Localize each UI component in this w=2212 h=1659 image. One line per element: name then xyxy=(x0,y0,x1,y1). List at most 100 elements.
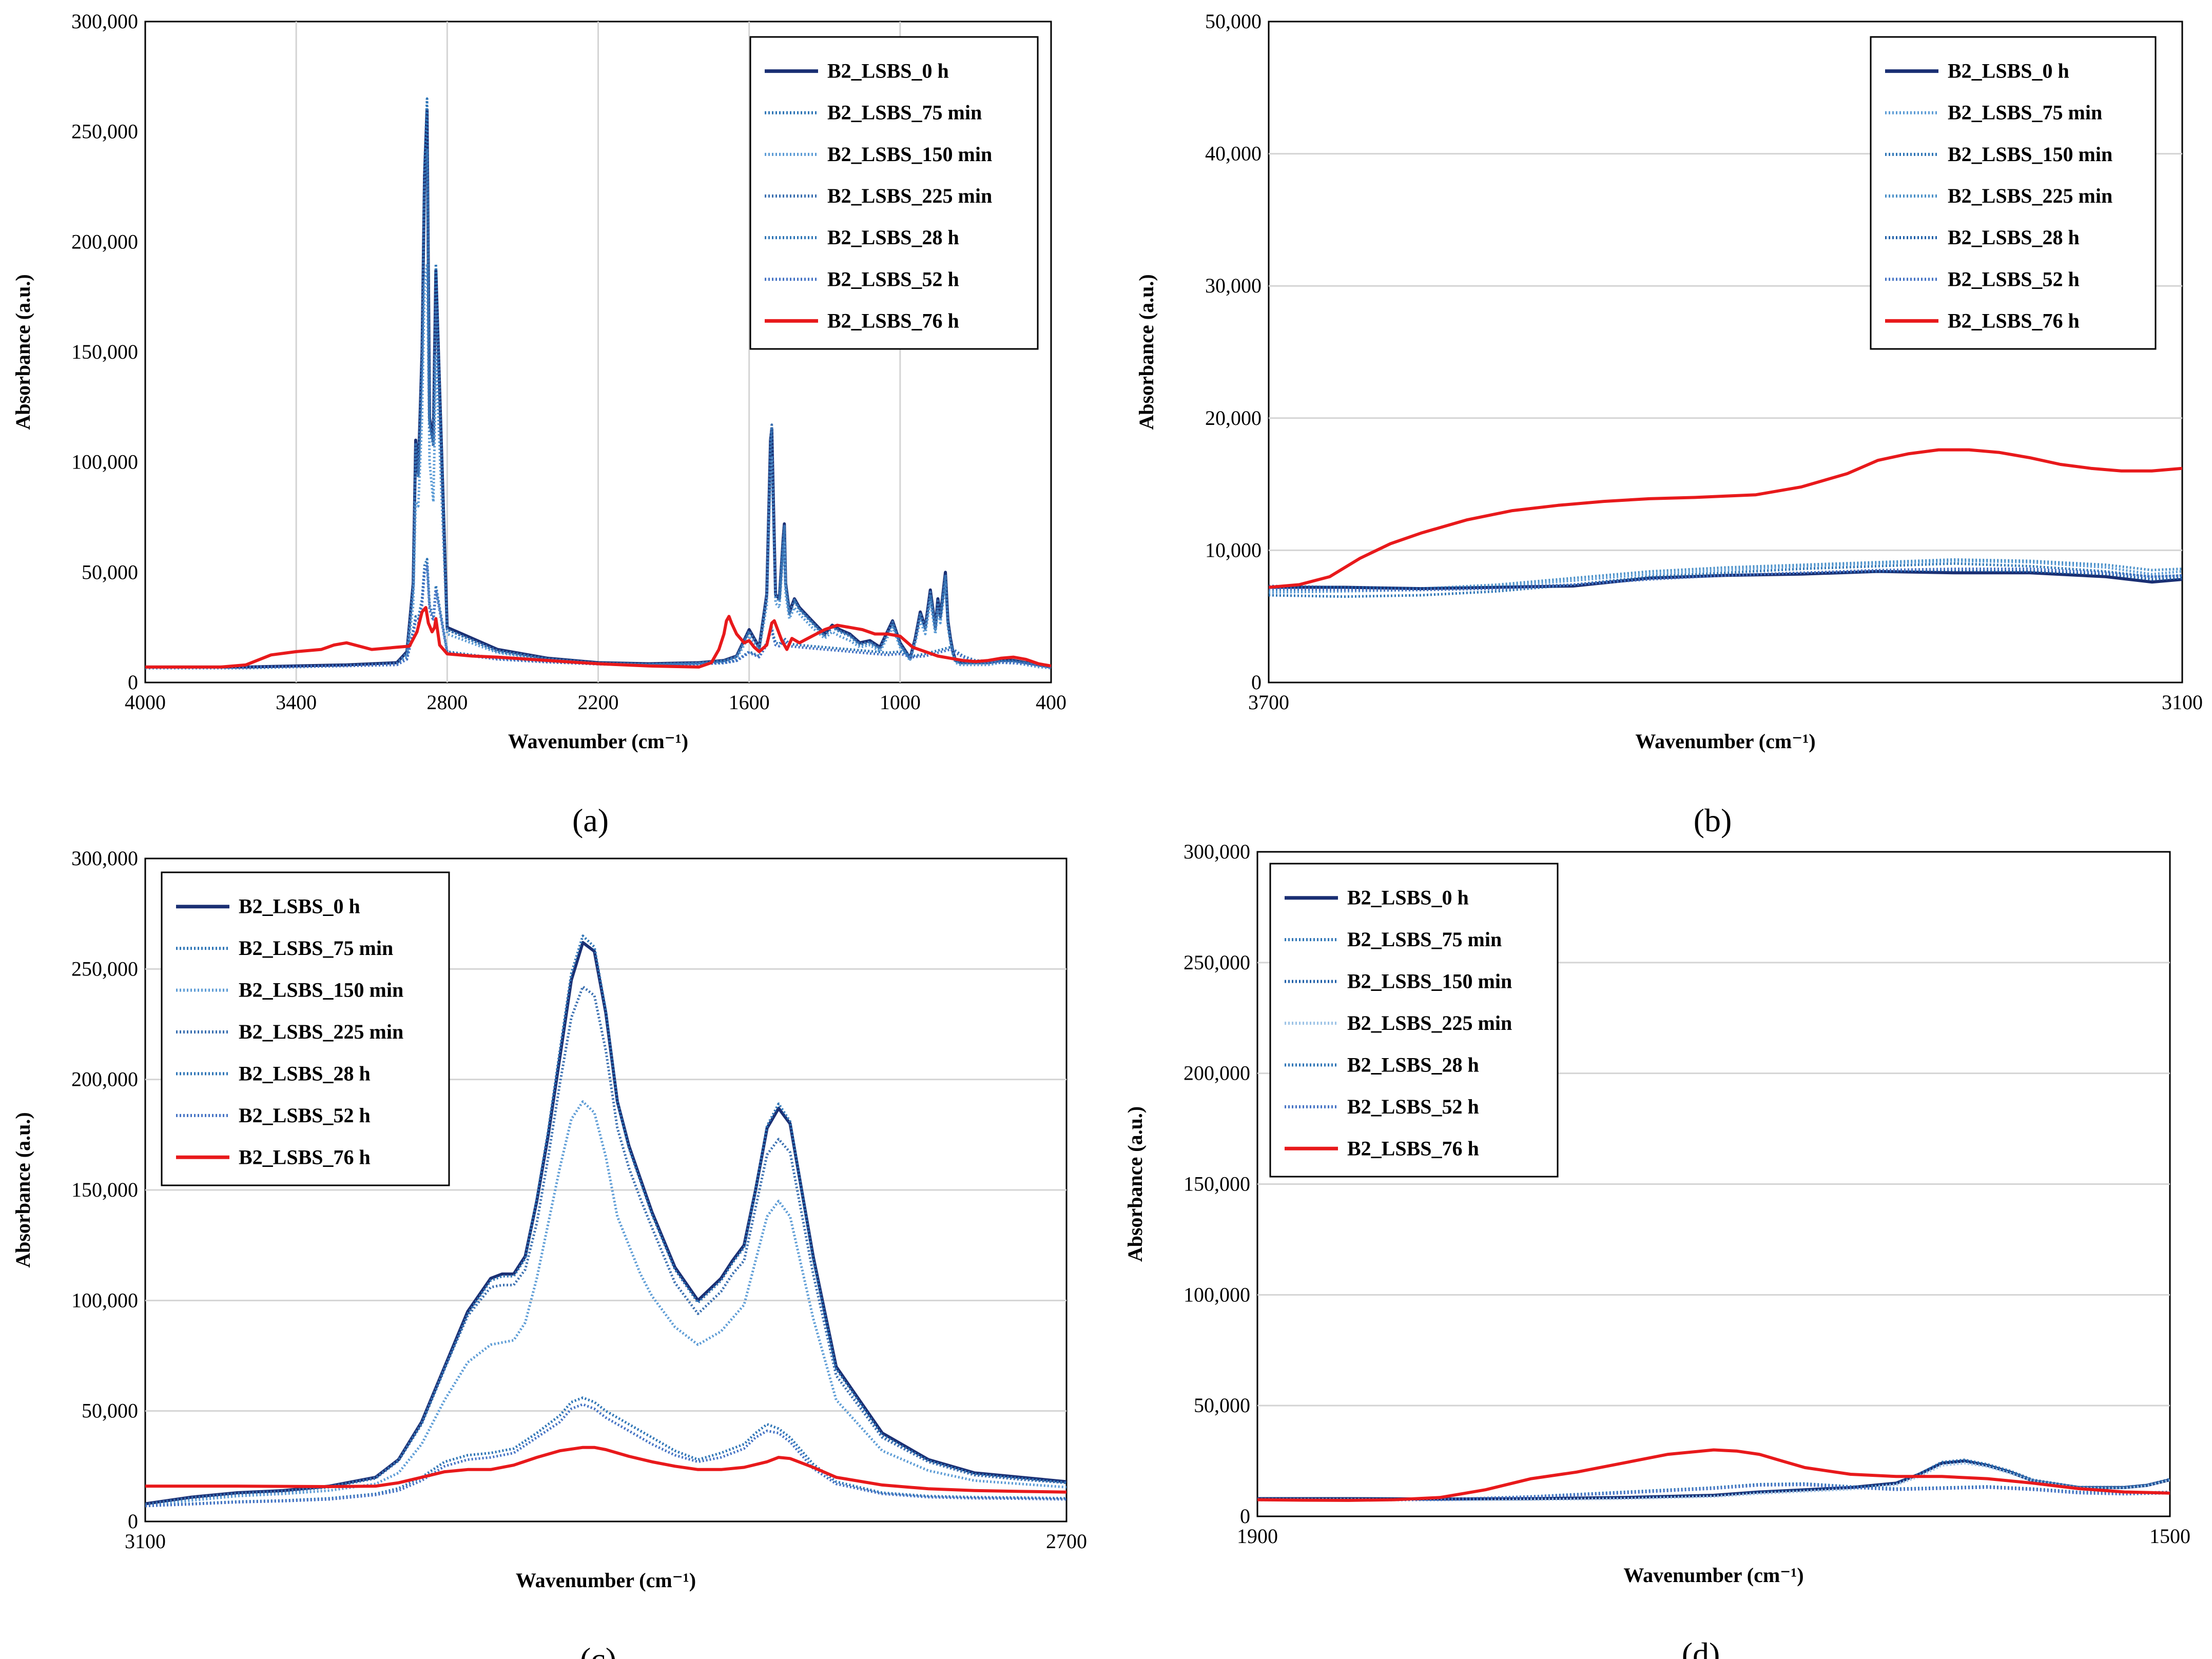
series-line-b2-lsbs-225-min xyxy=(1257,1461,2170,1501)
legend-label: B2_LSBS_76 h xyxy=(1948,309,2080,332)
series-line-b2-lsbs-76-h xyxy=(145,606,1051,669)
y-tick-label: 10,000 xyxy=(1205,538,1262,561)
legend: B2_LSBS_0 h B2_LSBS_75 min B2_LSBS_150 min… xyxy=(1870,36,2157,350)
legend-label: B2_LSBS_52 h xyxy=(1948,267,2080,290)
legend-label: B2_LSBS_28 h xyxy=(1347,1053,1479,1076)
x-tick-label: 1500 xyxy=(2149,1525,2190,1548)
legend-label: B2_LSBS_150 min xyxy=(239,979,403,1002)
y-tick-label: 50,000 xyxy=(1205,10,1262,33)
x-tick-label: 2700 xyxy=(1046,1530,1087,1553)
series-group xyxy=(145,934,1066,1508)
legend: B2_LSBS_0 h B2_LSBS_75 min B2_LSBS_150 min… xyxy=(1269,863,1559,1178)
series-line-b2-lsbs-0-h xyxy=(1269,570,2182,591)
y-tick-label: 250,000 xyxy=(1183,951,1250,974)
legend-label: B2_LSBS_75 min xyxy=(827,101,982,124)
legend-box xyxy=(161,871,450,1186)
x-tick-label: 3400 xyxy=(276,691,317,714)
y-axis-title: Absorbance (a.u.) xyxy=(1123,1106,1147,1262)
y-tick-label: 150,000 xyxy=(71,1178,138,1201)
legend-label: B2_LSBS_225 min xyxy=(1347,1011,1512,1035)
series-line-b2-lsbs-75-min xyxy=(145,934,1066,1507)
x-tick-label: 1600 xyxy=(729,691,770,714)
y-tick-label: 200,000 xyxy=(1183,1062,1250,1085)
y-tick-label: 200,000 xyxy=(71,230,138,253)
y-tick-label: 0 xyxy=(1240,1505,1250,1528)
y-tick-label: 100,000 xyxy=(71,1289,138,1312)
legend-label: B2_LSBS_75 min xyxy=(1347,928,1502,951)
series-line-b2-lsbs-52-h xyxy=(145,1403,1066,1508)
y-tick-label: 300,000 xyxy=(71,847,138,870)
x-tick-label: 4000 xyxy=(125,691,166,714)
panel-caption: (c) xyxy=(580,1641,616,1659)
panel-caption: (a) xyxy=(572,802,609,838)
y-axis-title: Absorbance (a.u.) xyxy=(11,274,34,430)
x-axis-title: Wavenumber (cm⁻¹) xyxy=(1635,730,1815,753)
x-tick-label: 3100 xyxy=(2162,691,2203,714)
x-tick-label: 3100 xyxy=(125,1530,166,1553)
legend-label: B2_LSBS_28 h xyxy=(1948,226,2080,249)
chart-panel-d: 0 50,000 100,000 150,000 200,000 250,000 300,0… xyxy=(1123,840,2190,1659)
y-tick-label: 30,000 xyxy=(1205,274,1262,297)
series-line-b2-lsbs-225-min xyxy=(145,148,1051,669)
legend-label: B2_LSBS_150 min xyxy=(1347,970,1512,993)
x-tick-label: 1000 xyxy=(880,691,921,714)
x-axis-title: Wavenumber (cm⁻¹) xyxy=(516,1569,696,1592)
y-axis-title: Absorbance (a.u.) xyxy=(11,1112,34,1267)
legend-box xyxy=(1269,863,1559,1178)
series-group xyxy=(1257,1448,2170,1502)
chart-panel-b: 0 10,000 20,000 30,000 40,000 50,000 3700 3100 W… xyxy=(1135,10,2203,838)
series-line-b2-lsbs-76-h xyxy=(1269,448,2182,589)
panel-caption: (d) xyxy=(1682,1636,1720,1659)
chart-panel-c: 0 50,000 100,000 150,000 200,000 250,000 300,0… xyxy=(11,847,1087,1659)
series-group xyxy=(145,97,1051,670)
y-tick-label: 50,000 xyxy=(82,560,138,583)
legend: B2_LSBS_0 h B2_LSBS_75 min B2_LSBS_150 min… xyxy=(161,871,450,1186)
y-tick-label: 0 xyxy=(128,671,138,694)
legend-label: B2_LSBS_76 h xyxy=(239,1145,371,1168)
x-tick-label: 1900 xyxy=(1237,1525,1278,1548)
y-tick-label: 20,000 xyxy=(1205,406,1262,430)
y-tick-label: 150,000 xyxy=(1183,1173,1250,1196)
y-tick-label: 50,000 xyxy=(82,1399,138,1422)
legend-label: B2_LSBS_225 min xyxy=(239,1020,403,1043)
legend-label: B2_LSBS_150 min xyxy=(1948,143,2112,166)
legend-label: B2_LSBS_0 h xyxy=(1948,60,2069,83)
legend-label: B2_LSBS_225 min xyxy=(827,184,992,207)
legend-label: B2_LSBS_150 min xyxy=(827,143,992,166)
legend: B2_LSBS_0 h B2_LSBS_75 min B2_LSBS_150 min… xyxy=(749,36,1039,350)
y-axis-title: Absorbance (a.u.) xyxy=(1135,274,1158,430)
series-line-b2-lsbs-76-h xyxy=(1257,1448,2170,1502)
series-line-b2-lsbs-52-h xyxy=(1257,1484,2170,1501)
legend-label: B2_LSBS_52 h xyxy=(239,1104,371,1127)
legend-label: B2_LSBS_52 h xyxy=(1347,1095,1479,1118)
y-tick-label: 0 xyxy=(128,1510,138,1533)
y-tick-label: 200,000 xyxy=(71,1068,138,1091)
y-tick-label: 50,000 xyxy=(1194,1394,1250,1417)
y-tick-label: 150,000 xyxy=(71,340,138,363)
y-tick-label: 300,000 xyxy=(1183,840,1250,863)
legend-label: B2_LSBS_225 min xyxy=(1948,184,2112,207)
series-line-b2-lsbs-150-min xyxy=(1269,562,2182,598)
y-tick-label: 300,000 xyxy=(71,10,138,33)
legend-label: B2_LSBS_75 min xyxy=(1948,101,2102,124)
legend-label: B2_LSBS_0 h xyxy=(239,895,360,918)
legend-label: B2_LSBS_0 h xyxy=(1347,886,1469,909)
series-group xyxy=(1269,448,2182,598)
series-line-b2-lsbs-150-min xyxy=(145,1100,1066,1508)
legend-label: B2_LSBS_75 min xyxy=(239,936,393,960)
legend-label: B2_LSBS_76 h xyxy=(1347,1137,1479,1160)
chart-panel-a: 0 50,000 100,000 150,000 200,000 250,000 300,0… xyxy=(11,10,1066,838)
x-axis-title: Wavenumber (cm⁻¹) xyxy=(508,730,688,753)
y-tick-label: 250,000 xyxy=(71,957,138,980)
panel-caption: (b) xyxy=(1694,802,1732,838)
legend-label: B2_LSBS_0 h xyxy=(827,60,949,83)
legend-box xyxy=(1870,36,2157,350)
x-tick-label: 3700 xyxy=(1248,691,1289,714)
series-line-b2-lsbs-76-h xyxy=(145,1446,1066,1494)
x-tick-label: 400 xyxy=(1036,691,1066,714)
x-tick-label: 2800 xyxy=(426,691,468,714)
legend-label: B2_LSBS_76 h xyxy=(827,309,959,332)
legend-label: B2_LSBS_52 h xyxy=(827,267,959,290)
x-tick-label: 2200 xyxy=(578,691,619,714)
